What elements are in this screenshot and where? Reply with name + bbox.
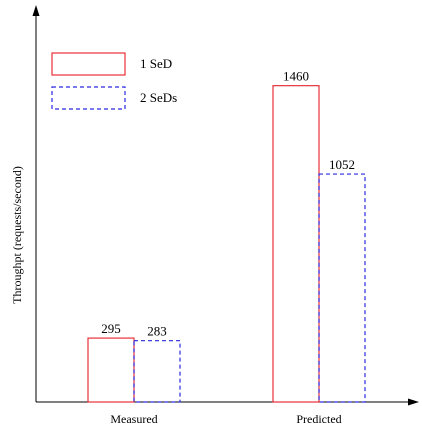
bar-predicted-2-seds — [318, 173, 366, 403]
category-label-measured: Measured — [110, 412, 157, 426]
y-axis-arrow — [32, 5, 40, 16]
bar-measured-2-seds — [133, 340, 181, 403]
bar-predicted-1-sed — [272, 85, 320, 403]
category-label-predicted: Predicted — [296, 412, 341, 426]
y-axis-label: Throughpt (requests/second) — [10, 166, 24, 304]
category-labels: Measured Predicted — [110, 412, 341, 426]
legend: 1 SeD 2 SeDs — [51, 52, 177, 110]
legend-swatch-1-sed — [51, 52, 126, 76]
data-label-predicted-1-sed: 1460 — [283, 69, 309, 84]
data-label-predicted-2-seds: 1052 — [329, 157, 355, 172]
legend-label-2-seds: 2 SeDs — [140, 90, 177, 105]
legend-label-1-sed: 1 SeD — [140, 56, 172, 71]
data-label-measured-2-seds: 283 — [147, 324, 167, 339]
x-axis-arrow — [408, 398, 419, 406]
legend-swatch-2-seds — [51, 86, 126, 110]
bar-measured-1-sed — [87, 337, 135, 403]
bars-layer: 295 283 1460 1052 — [87, 69, 366, 403]
data-label-measured-1-sed: 295 — [101, 321, 121, 336]
